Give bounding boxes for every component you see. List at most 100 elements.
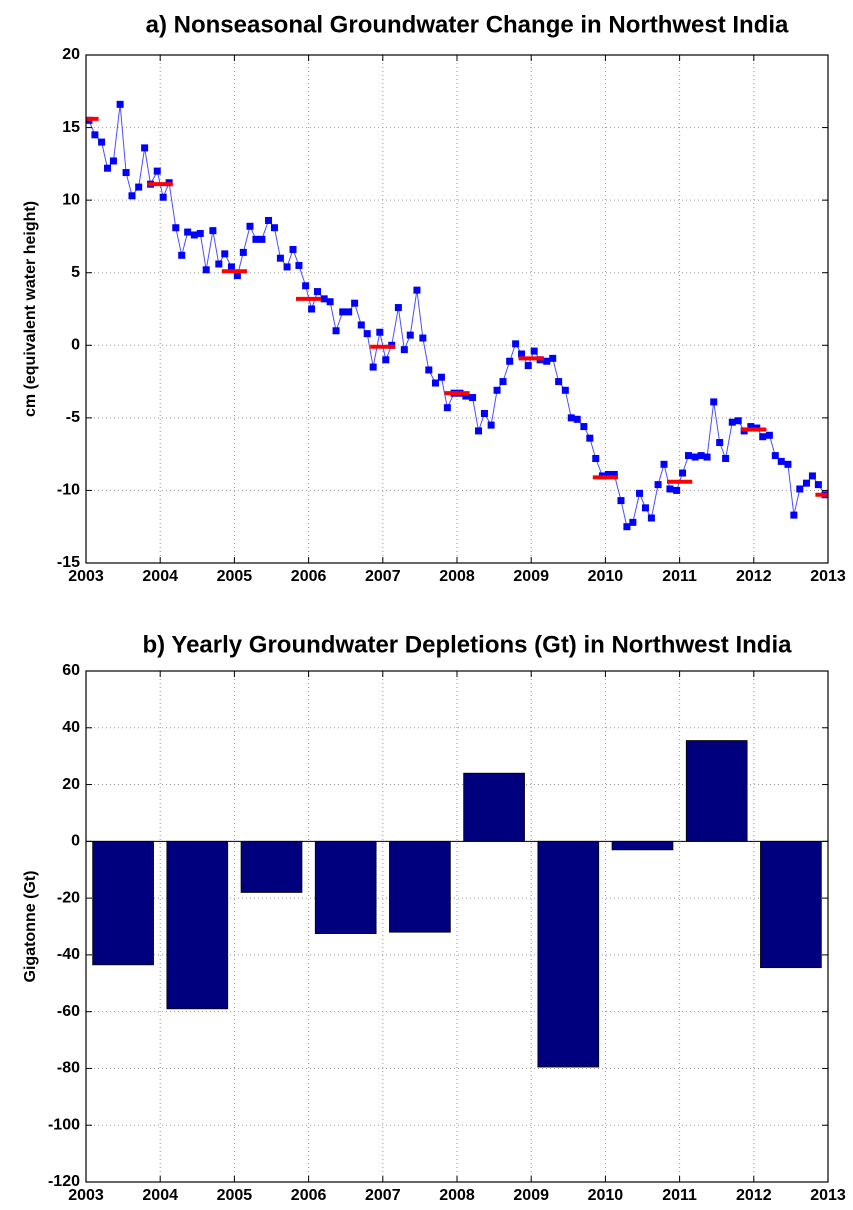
x-tick-label: 2013: [810, 568, 846, 585]
data-point: [141, 144, 149, 152]
data-point: [332, 327, 340, 335]
x-tick-label: 2007: [365, 568, 401, 585]
bar: [463, 772, 525, 842]
data-point: [202, 266, 210, 274]
data-point: [172, 224, 180, 232]
bar: [537, 840, 600, 1068]
y-tick-label: 15: [62, 119, 80, 136]
data-point: [784, 460, 792, 468]
data-point: [623, 523, 631, 531]
y-tick-label: 0: [71, 337, 80, 354]
data-point: [629, 518, 637, 526]
data-point: [703, 453, 711, 461]
data-point: [425, 366, 433, 374]
data-point: [777, 457, 785, 465]
data-point: [376, 328, 384, 336]
data-point: [221, 250, 229, 258]
data-point: [796, 485, 804, 493]
data-point: [660, 460, 668, 468]
data-point: [339, 308, 347, 316]
data-point: [431, 379, 439, 387]
data-point: [258, 235, 266, 243]
data-point: [561, 386, 569, 394]
bar: [166, 840, 229, 1010]
data-point: [647, 514, 655, 522]
data-point: [98, 138, 106, 146]
x-tick-label: 2006: [291, 568, 327, 585]
data-point: [555, 378, 563, 386]
y-tick-label: 10: [62, 191, 80, 208]
data-point: [716, 439, 724, 447]
data-point: [128, 192, 136, 200]
data-point: [814, 481, 822, 489]
data-point: [116, 100, 124, 108]
y-tick-label: -20: [57, 889, 80, 906]
data-point: [747, 423, 755, 431]
bar: [611, 840, 674, 851]
data-point: [326, 298, 334, 306]
data-point: [320, 295, 328, 303]
data-point: [302, 282, 310, 290]
data-point: [357, 321, 365, 329]
data-point: [215, 260, 223, 268]
data-point: [122, 169, 130, 177]
data-point: [493, 386, 501, 394]
plot-frame: [85, 670, 829, 1183]
data-point: [512, 340, 520, 348]
x-tick-label: 2012: [736, 1187, 772, 1204]
panel: a) Nonseasonal Groundwater Change in Nor…: [22, 11, 846, 585]
data-point: [382, 356, 390, 364]
data-point: [697, 452, 705, 460]
data-point: [641, 504, 649, 512]
data-point: [270, 224, 278, 232]
data-point: [363, 330, 371, 338]
data-point: [691, 453, 699, 461]
data-point: [184, 228, 192, 236]
data-point: [487, 421, 495, 429]
x-tick-label: 2005: [217, 1187, 253, 1204]
data-point: [153, 167, 161, 175]
x-tick-label: 2005: [217, 568, 253, 585]
data-point: [314, 288, 322, 296]
data-point: [265, 216, 273, 224]
bar: [240, 840, 303, 893]
data-point: [469, 394, 477, 402]
data-point: [759, 433, 767, 441]
data-point: [710, 398, 718, 406]
data-point: [604, 470, 612, 478]
x-tick-label: 2009: [513, 568, 549, 585]
bar: [685, 740, 748, 842]
bar: [389, 840, 451, 933]
data-point: [580, 423, 588, 431]
data-point: [283, 263, 291, 271]
data-point: [524, 362, 532, 370]
data-point: [573, 415, 581, 423]
data-point: [209, 227, 217, 235]
data-point: [104, 164, 112, 172]
data-point: [530, 347, 538, 355]
data-point: [475, 427, 483, 435]
data-point: [802, 479, 810, 487]
y-tick-label: -15: [57, 554, 80, 571]
data-point: [419, 334, 427, 342]
y-tick-label: -120: [48, 1173, 80, 1190]
data-point: [252, 235, 260, 243]
x-tick-label: 2007: [365, 1187, 401, 1204]
data-point: [345, 308, 353, 316]
data-point: [413, 286, 421, 294]
bar: [92, 840, 154, 966]
x-tick-label: 2011: [662, 1187, 697, 1204]
data-point: [765, 431, 773, 439]
x-tick-label: 2008: [439, 1187, 475, 1204]
panel: b) Yearly Groundwater Depletions (Gt) in…: [22, 631, 846, 1204]
y-tick-label: -10: [57, 482, 80, 499]
y-tick-label: 40: [62, 719, 80, 736]
data-point: [728, 418, 736, 426]
data-point: [549, 354, 557, 362]
data-point: [443, 404, 451, 412]
y-tick-label: 60: [62, 662, 80, 679]
data-point: [592, 454, 600, 462]
data-point: [246, 222, 254, 230]
x-tick-label: 2003: [68, 568, 104, 585]
data-point: [610, 470, 618, 478]
